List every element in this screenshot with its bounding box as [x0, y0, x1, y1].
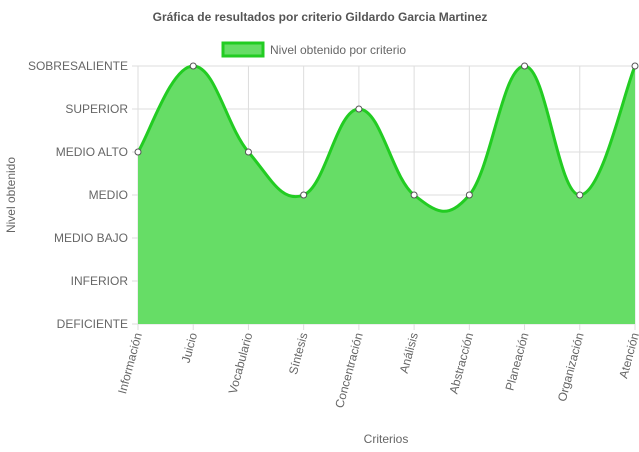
x-tick-label: Abstracción: [446, 331, 476, 395]
area-fill: [138, 66, 635, 324]
x-tick-label: Juicio: [179, 331, 201, 365]
x-tick-label: Atención: [616, 331, 639, 380]
legend-swatch: [221, 41, 265, 58]
data-point[interactable]: [521, 62, 529, 70]
area-series: [136, 64, 637, 324]
y-tick-label: SOBRESALIENTE: [28, 59, 128, 73]
series-line: [136, 64, 637, 213]
data-point[interactable]: [410, 191, 418, 199]
y-tick-label: MEDIO ALTO: [56, 145, 128, 159]
y-tick-label: INFERIOR: [71, 274, 129, 288]
data-point[interactable]: [189, 62, 197, 70]
y-tick-label: SUPERIOR: [65, 102, 128, 116]
x-tick-label: Síntesis: [286, 331, 311, 376]
y-tick-label: MEDIO: [89, 188, 128, 202]
x-tick-label: Planeación: [503, 331, 532, 392]
x-tick-label: Organización: [555, 331, 587, 403]
data-point[interactable]: [300, 191, 308, 199]
legend-label: Nivel obtenido por criterio: [270, 43, 406, 57]
legend[interactable]: Nivel obtenido por criterio: [221, 41, 406, 58]
data-points: [134, 62, 639, 199]
x-axis-label: Criterios: [364, 432, 409, 446]
y-tick-label: MEDIO BAJO: [54, 231, 128, 245]
y-axis-label: Nivel obtenido: [4, 157, 18, 233]
y-axis-ticks: DEFICIENTE INFERIOR MEDIO BAJO MEDIO MEDIO A…: [28, 59, 128, 331]
data-point[interactable]: [134, 148, 142, 156]
data-point[interactable]: [631, 62, 639, 70]
data-point[interactable]: [465, 191, 473, 199]
x-tick-label: Análisis: [397, 331, 421, 375]
y-tick-label: DEFICIENTE: [57, 317, 128, 331]
x-tick-label: Concentración: [332, 331, 366, 409]
data-point[interactable]: [576, 191, 584, 199]
x-axis-ticks: Información Juicio Vocabulario Síntesis Conc…: [115, 331, 639, 410]
x-tick-label: Información: [115, 331, 145, 395]
data-point[interactable]: [244, 148, 252, 156]
chart-title: Gráfica de resultados por criterio Gilda…: [153, 10, 488, 24]
data-point[interactable]: [355, 105, 363, 113]
x-tick-label: Vocabulario: [226, 331, 256, 396]
